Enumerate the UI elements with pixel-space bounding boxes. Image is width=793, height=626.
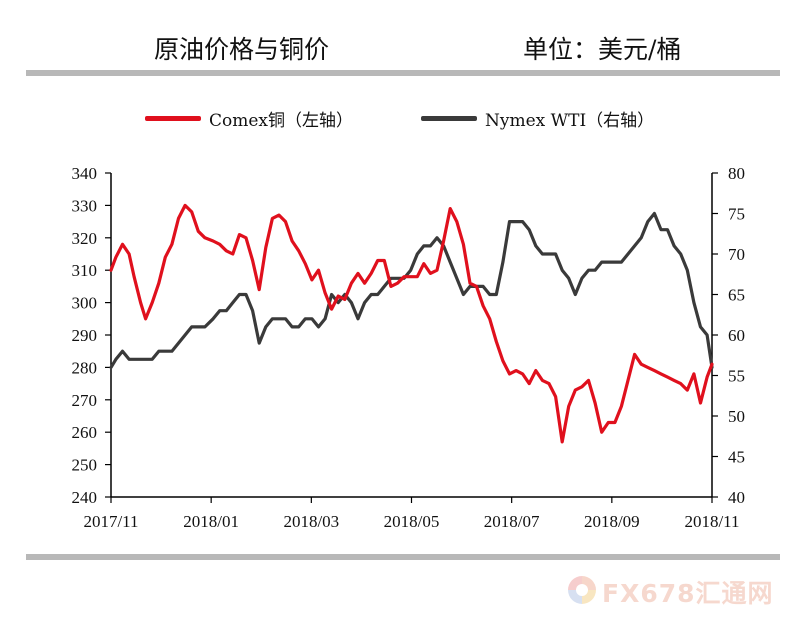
right-tick-label: 40 (728, 488, 745, 507)
left-tick-label: 240 (72, 488, 98, 507)
unit-label: 单位：美元/桶 (523, 35, 682, 64)
x-tick-label: 2018/09 (584, 512, 640, 531)
watermark: FX678汇通网 (568, 574, 778, 608)
right-tick-label: 65 (728, 286, 745, 305)
x-tick-label: 2018/01 (183, 512, 239, 531)
right-tick-label: 70 (728, 245, 745, 264)
left-tick-label: 280 (72, 358, 98, 377)
legend-label-copper: Comex铜（左轴） (209, 111, 354, 131)
right-tick-label: 75 (728, 205, 745, 224)
watermark-text: FX678汇通网 (602, 579, 774, 608)
fx678-logo-icon (568, 576, 596, 604)
bottom-divider (26, 554, 780, 560)
left-tick-label: 290 (72, 326, 98, 345)
x-tick-label: 2018/03 (283, 512, 339, 531)
right-tick-label: 50 (728, 407, 745, 426)
right-tick-label: 45 (728, 448, 745, 467)
chart-title: 原油价格与铜价 (154, 35, 330, 64)
right-tick-label: 55 (728, 367, 745, 386)
right-tick-label: 80 (728, 164, 745, 183)
chart-axes: 240 250 260 270 280 290 300 310 320 330 340 40 45 50 5… (72, 164, 746, 531)
left-tick-label: 310 (72, 261, 98, 280)
legend-swatch-copper (145, 116, 201, 121)
left-tick-label: 250 (72, 456, 98, 475)
left-tick-label: 260 (72, 423, 98, 442)
top-divider (26, 70, 780, 76)
legend-label-wti: Nymex WTI（右轴） (485, 111, 655, 131)
series-line-wti (109, 211, 714, 369)
left-tick-label: 340 (72, 164, 98, 183)
x-tick-label: 2018/05 (384, 512, 440, 531)
left-tick-label: 270 (72, 391, 98, 410)
left-tick-label: 330 (72, 196, 98, 215)
x-tick-label: 2018/07 (484, 512, 540, 531)
x-tick-label: 2018/11 (684, 512, 739, 531)
x-tick-label: 2017/11 (83, 512, 138, 531)
series-line-copper (109, 203, 714, 444)
left-tick-label: 300 (72, 294, 98, 313)
left-tick-label: 320 (72, 229, 98, 248)
legend-swatch-wti (421, 116, 477, 121)
right-tick-label: 60 (728, 326, 745, 345)
series-layer (109, 203, 714, 444)
